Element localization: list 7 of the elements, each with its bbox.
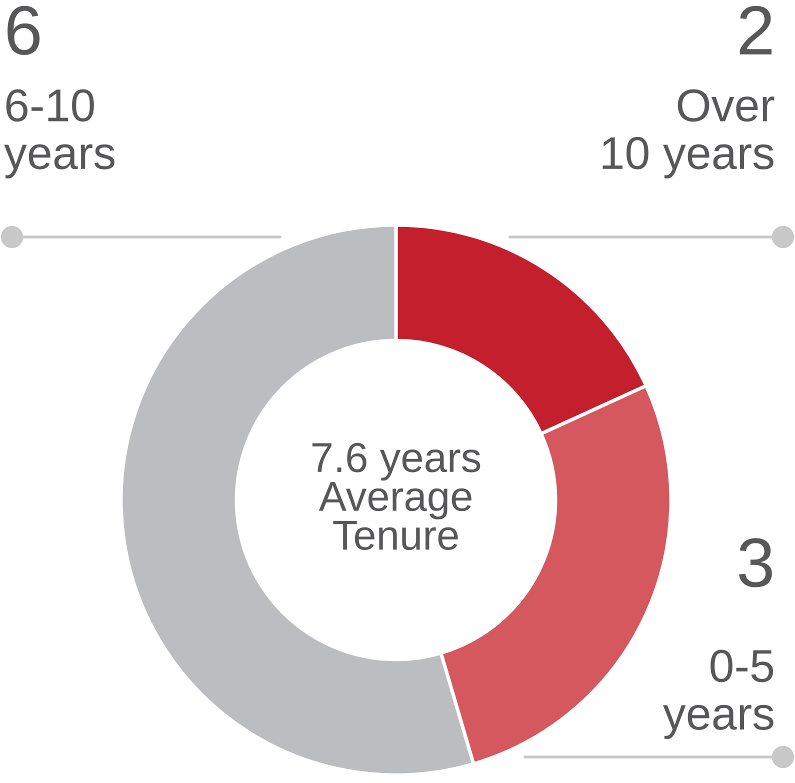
slice-label: 6-10 years (4, 89, 114, 178)
text: 7.6 years Average Tenure (312, 442, 480, 550)
data-label: 2 (740, 6, 772, 54)
slice-label: 0-5 years (663, 650, 774, 739)
data-label: 3 (739, 538, 772, 588)
data-label: 6 (8, 6, 40, 56)
slice-label: Over 10 years (602, 89, 774, 178)
